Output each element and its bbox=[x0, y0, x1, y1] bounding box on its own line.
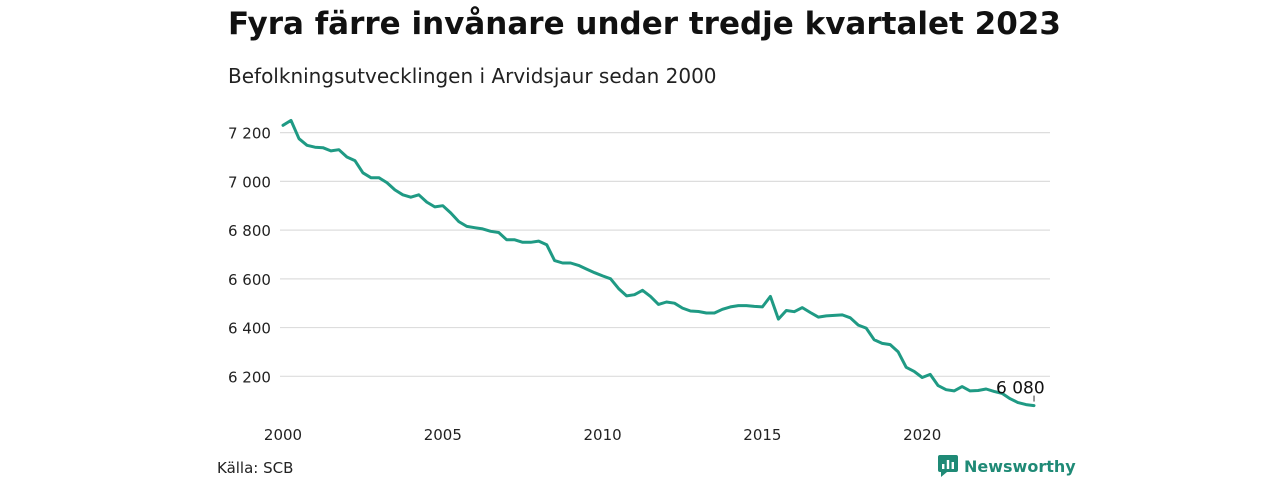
brand-logo[interactable]: Newsworthy bbox=[938, 455, 1076, 477]
annotation-layer: 6 080 bbox=[996, 379, 1045, 402]
x-tick-label: 2005 bbox=[424, 426, 462, 444]
y-tick-label: 6 200 bbox=[228, 368, 271, 386]
y-tick-label: 6 600 bbox=[228, 271, 271, 289]
series-layer bbox=[281, 118, 1036, 408]
x-tick-label: 2015 bbox=[743, 426, 781, 444]
y-tick-label: 6 400 bbox=[228, 320, 271, 338]
source-note: Källa: SCB bbox=[217, 459, 294, 477]
bar-chart-logo-icon bbox=[938, 455, 958, 477]
x-tick-label: 2000 bbox=[264, 426, 302, 444]
x-tick-label: 2010 bbox=[583, 426, 621, 444]
y-tick-label: 7 200 bbox=[228, 125, 271, 143]
brand-name: Newsworthy bbox=[964, 456, 1076, 476]
end-value-label: 6 080 bbox=[996, 379, 1045, 399]
y-tick-label: 6 800 bbox=[228, 222, 271, 240]
page-title: Fyra färre invånare under tredje kvartal… bbox=[228, 6, 1061, 42]
x-tick-label: 2020 bbox=[903, 426, 941, 444]
y-tick-label: 7 000 bbox=[228, 173, 271, 191]
series-line bbox=[281, 118, 1036, 408]
grid-lines bbox=[280, 132, 1050, 377]
page-subtitle: Befolkningsutvecklingen i Arvidsjaur sed… bbox=[228, 64, 717, 88]
x-axis-ticks: 2000 2005 2010 2015 2020 bbox=[264, 426, 941, 444]
y-axis-ticks: 6 200 6 400 6 600 6 800 7 000 7 200 bbox=[228, 125, 271, 387]
